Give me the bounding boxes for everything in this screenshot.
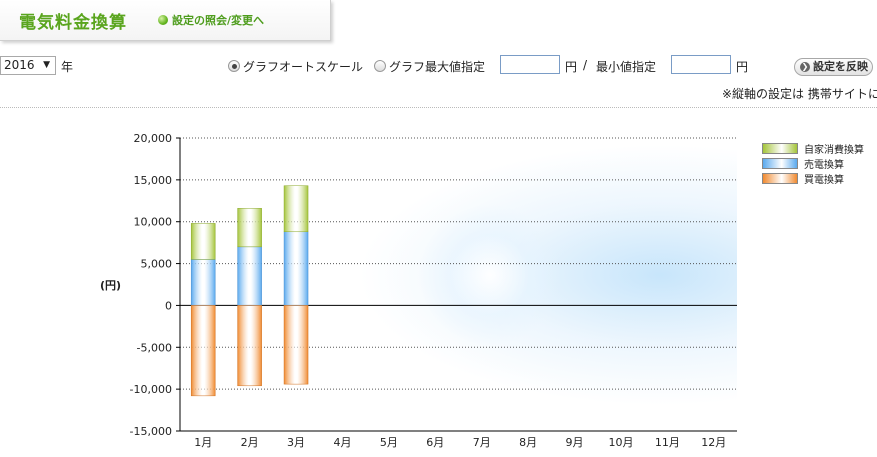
max-value-input[interactable] [500, 55, 560, 74]
bar-self-consumption [190, 223, 216, 260]
bar-sell [190, 259, 216, 306]
x-tick-label: 9月 [566, 436, 584, 449]
y-tick-label: 10,000 [134, 216, 173, 229]
x-tick-label: 6月 [426, 436, 444, 449]
y-tick-label: -10,000 [130, 383, 172, 396]
settings-link[interactable]: 設定の照会/変更へ [158, 12, 264, 28]
y-tick-label: 20,000 [134, 132, 173, 145]
y-tick-label: -5,000 [137, 341, 172, 354]
x-tick-label: 1月 [194, 436, 212, 449]
radio-auto-scale[interactable]: グラフオートスケール [228, 58, 363, 75]
apply-settings-label: 設定を反映 [813, 60, 868, 73]
year-unit-label: 年 [61, 60, 74, 74]
min-value-label: 最小値指定 [596, 60, 657, 74]
bar-sell [283, 231, 309, 306]
x-tick-label: 2月 [241, 436, 259, 449]
apply-settings-button[interactable]: ❯ 設定を反映 [794, 58, 873, 76]
radio-unselected-icon [374, 60, 386, 72]
legend-swatch [762, 158, 798, 169]
legend-label: 買電換算 [804, 175, 844, 186]
x-tick-label: 12月 [701, 436, 726, 449]
bar-buy [237, 305, 262, 387]
legend-swatch [762, 143, 798, 154]
radio-max-value[interactable]: グラフ最大値指定 [374, 58, 485, 75]
arrow-right-icon: ❯ [800, 62, 810, 72]
settings-link-label: 設定の照会/変更へ [172, 14, 265, 27]
bar-buy [283, 305, 309, 385]
bar-buy [190, 305, 216, 397]
y-tick-label: 15,000 [134, 174, 173, 187]
y-tick-label: -15,000 [130, 425, 172, 438]
x-tick-label: 10月 [608, 436, 633, 449]
legend-label: 売電換算 [804, 160, 844, 171]
year-value: 2016 [4, 58, 35, 72]
x-tick-label: 5月 [380, 436, 398, 449]
y-tick-label: 5,000 [141, 258, 173, 271]
title-card: 電気料金換算 設定の照会/変更へ [0, 0, 331, 41]
year-select[interactable]: 2016 ▼ [0, 56, 56, 75]
page-title: 電気料金換算 [19, 13, 127, 33]
dropdown-arrow-icon: ▼ [43, 60, 50, 70]
bar-self-consumption [237, 208, 262, 248]
min-yen-label: 円 [736, 60, 749, 74]
bullet-icon [158, 15, 168, 25]
x-tick-label: 11月 [655, 436, 680, 449]
x-tick-label: 8月 [519, 436, 537, 449]
max-yen-label: 円 [565, 60, 578, 74]
radio-auto-label: グラフオートスケール [243, 60, 364, 74]
bar-self-consumption [283, 185, 309, 233]
min-value-input[interactable] [671, 55, 731, 74]
x-tick-label: 4月 [333, 436, 351, 449]
x-tick-label: 7月 [473, 436, 491, 449]
axis-setting-note: ※縦軸の設定は 携帯サイトに [722, 87, 877, 101]
legend-swatch [762, 173, 798, 184]
divider [0, 107, 877, 108]
radio-max-label: グラフ最大値指定 [389, 60, 486, 74]
radio-selected-icon [228, 60, 240, 72]
slash-label: / [583, 58, 588, 72]
legend-label: 自家消費換算 [804, 145, 864, 156]
y-tick-label: 0 [165, 299, 172, 312]
y-axis-unit-label: (円) [100, 279, 122, 292]
bar-sell [237, 246, 262, 306]
x-tick-label: 3月 [287, 436, 305, 449]
